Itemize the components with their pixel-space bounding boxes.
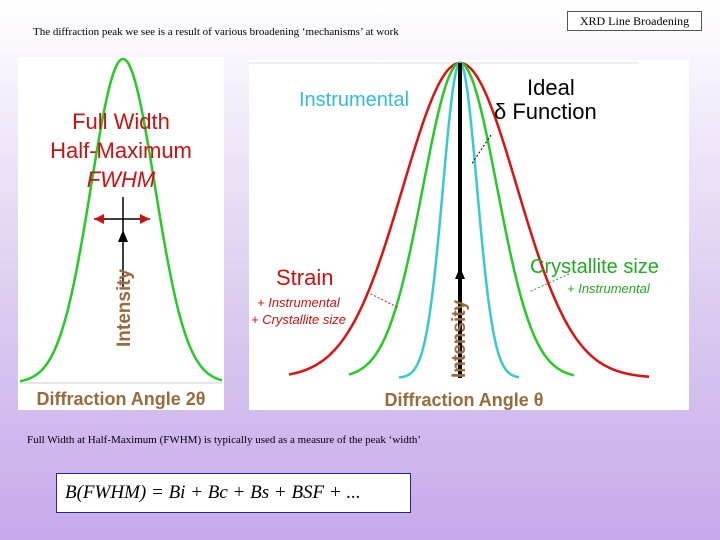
ideal-label: Ideal — [527, 75, 575, 100]
y-axis-label: Intensity — [114, 268, 135, 347]
title-line-3: FWHM — [87, 167, 156, 192]
green-peak-curve — [19, 57, 223, 383]
broadening-diagram: Instrumental Ideal δ Function Strain + I… — [249, 61, 659, 410]
fwhm-formula: B(FWHM) = Bi + Bc + Bs + BSF + ... — [56, 473, 411, 513]
broadening-diagram-panel: Instrumental Ideal δ Function Strain + I… — [249, 60, 689, 410]
strain-label: Strain — [276, 265, 333, 290]
title-line-1: Full Width — [72, 109, 170, 134]
x-axis-label: Diffraction Angle θ — [384, 390, 543, 410]
caption-top: The diffraction peak we see is a result … — [33, 26, 399, 38]
fwhm-diagram: Full Width Half-Maximum FWHM Intensity D… — [19, 57, 223, 409]
fwhm-arrow-right — [140, 214, 150, 224]
fwhm-diagram-panel: Full Width Half-Maximum FWHM Intensity D… — [18, 57, 224, 410]
x-axis-label: Diffraction Angle 2θ — [36, 389, 205, 409]
crystallite-sub-label: + Instrumental — [567, 281, 651, 296]
strain-pointer — [366, 291, 400, 309]
strain-sub-label-1: + Instrumental — [257, 295, 341, 310]
intensity-arrow-head — [118, 230, 128, 242]
caption-bottom: Full Width at Half-Maximum (FWHM) is typ… — [27, 434, 422, 446]
crystallite-pointer — [528, 273, 570, 293]
crystallite-label: Crystallite size — [530, 256, 659, 278]
title-line-2: Half-Maximum — [50, 138, 192, 163]
instrumental-label: Instrumental — [299, 89, 409, 111]
y-axis-label: Intensity — [449, 299, 470, 378]
fwhm-arrow-left — [94, 214, 104, 224]
intensity-arrow-head — [455, 267, 465, 279]
slide-title-badge: XRD Line Broadening — [567, 11, 702, 31]
red-strain-curve — [288, 61, 650, 378]
delta-function-label: δ Function — [494, 99, 597, 124]
strain-sub-label-2: + Crystallite size — [251, 312, 346, 327]
